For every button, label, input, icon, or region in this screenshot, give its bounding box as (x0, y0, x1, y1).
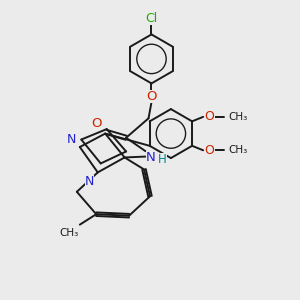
Text: N: N (146, 151, 156, 164)
Text: O: O (205, 144, 214, 157)
Text: O: O (92, 117, 102, 130)
Text: Cl: Cl (146, 12, 158, 26)
Text: CH₃: CH₃ (228, 145, 247, 155)
Text: O: O (146, 90, 157, 103)
Text: CH₃: CH₃ (228, 112, 247, 122)
Text: O: O (205, 110, 214, 123)
Text: N: N (67, 133, 76, 146)
Text: H: H (158, 153, 167, 166)
Text: N: N (85, 175, 94, 188)
Text: CH₃: CH₃ (59, 228, 78, 238)
